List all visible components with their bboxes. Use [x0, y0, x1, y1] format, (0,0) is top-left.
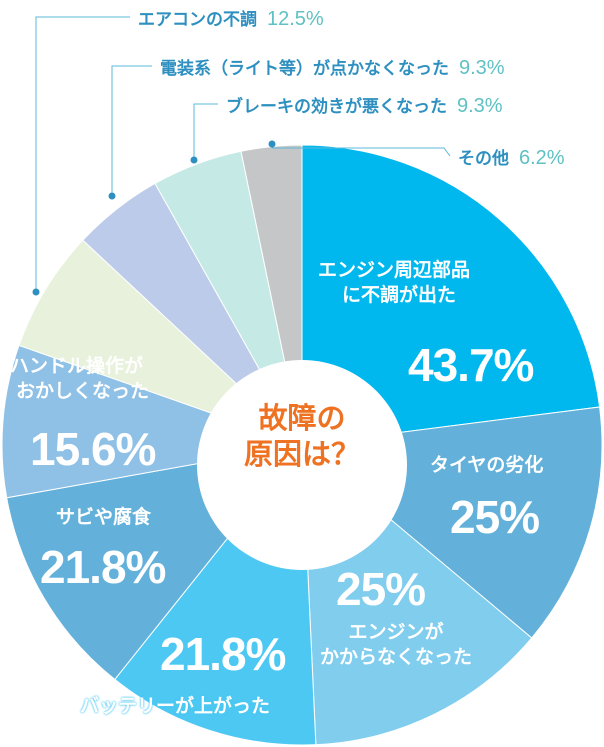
callout-value: 12.5% [267, 8, 324, 30]
pie-slice-5 [1, 344, 304, 499]
value-rust: 21.8% [40, 541, 166, 593]
callout-brake: ブレーキの効きが悪くなった 9.3% [226, 92, 503, 118]
callout-aircon: エアコンの不調 12.5% [138, 5, 324, 31]
leader-other-dot [268, 140, 276, 148]
label-line: エンジンが [348, 621, 444, 643]
leader-brake [193, 103, 218, 160]
callout-label: 電装系（ライト等）が点かなくなった [160, 59, 449, 79]
callout-value: 6.2% [519, 147, 565, 169]
label-line: かからなくなった [320, 645, 473, 668]
label-engine-parts: エンジン周辺部品 に不調が出た [318, 258, 470, 307]
center-line: 故障の [258, 401, 346, 435]
callout-label: その他 [458, 149, 509, 169]
value-tire: 25% [450, 491, 540, 543]
center-hole [197, 360, 407, 570]
label-line: エンジン周辺部品 [318, 259, 471, 281]
callout-label: ブレーキの効きが悪くなった [226, 97, 447, 117]
leader-electrical-dot [108, 192, 116, 200]
leader-other [272, 147, 451, 157]
leader-aircon-dot [32, 288, 40, 296]
label-rust: サビや腐食 [56, 506, 152, 528]
label-line: に不調が出た [342, 283, 457, 306]
value-engine-start: 25% [336, 563, 426, 615]
label-line: おかしくなった [16, 379, 150, 402]
label-tire: タイヤの劣化 [430, 454, 544, 476]
label-steering: ハンドル操作が おかしくなった [10, 354, 149, 403]
label-engine-start: エンジンが かからなくなった [320, 620, 472, 669]
callout-value: 9.3% [459, 57, 505, 79]
callout-electrical: 電装系（ライト等）が点かなくなった 9.3% [160, 54, 505, 80]
leader-aircon [35, 16, 130, 292]
leader-electrical [111, 65, 152, 196]
value-steering: 15.6% [30, 423, 156, 475]
callout-label: エアコンの不調 [138, 10, 257, 30]
callout-other: その他 6.2% [458, 144, 565, 170]
value-engine-parts: 43.7% [408, 339, 534, 391]
label-battery: バッテリーが上がった [80, 695, 271, 717]
value-battery: 21.8% [160, 628, 286, 680]
callout-value: 9.3% [457, 95, 503, 117]
center-title: 故障の 原因は？ [232, 400, 372, 473]
label-line: ハンドル操作が [10, 355, 144, 377]
leader-brake-dot [190, 156, 198, 164]
center-line: 原因は？ [243, 437, 360, 472]
pie-slice-0 [301, 144, 601, 446]
